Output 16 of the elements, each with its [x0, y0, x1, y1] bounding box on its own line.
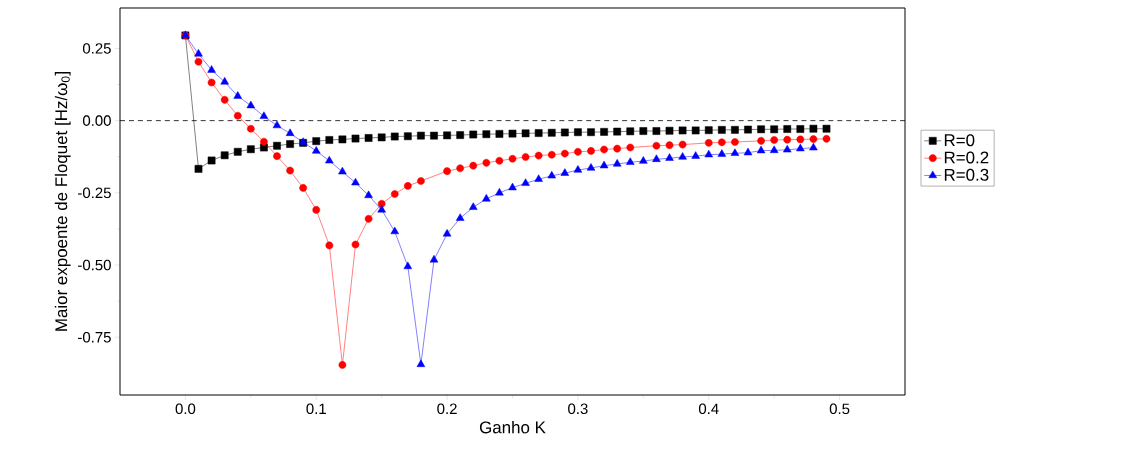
legend-label: R=0.3 [944, 168, 989, 181]
y-tick-label: -0.50 [78, 259, 111, 271]
legend-label: R=0 [944, 134, 975, 147]
y-axis-title: Maior expoente de Floquet [Hz/ω$_{0}$] [54, 72, 71, 331]
x-tick-label: 0.3 [568, 403, 588, 415]
x-tick-label: 0.5 [829, 403, 850, 415]
y-tick-label: 0.25 [82, 43, 111, 54]
x-axis-title: Ganho K [479, 420, 546, 434]
x-tick-label: 0.4 [698, 403, 719, 415]
x-tick-label: 0.2 [437, 403, 457, 415]
x-tick-label: 0.1 [306, 403, 326, 415]
y-tick-label: 0.00 [82, 115, 111, 126]
x-tick-label: 0.0 [175, 403, 196, 415]
y-tick-label: -0.75 [78, 331, 111, 343]
legend-label: R=0.2 [944, 151, 989, 164]
y-tick-label: -0.25 [78, 187, 111, 199]
